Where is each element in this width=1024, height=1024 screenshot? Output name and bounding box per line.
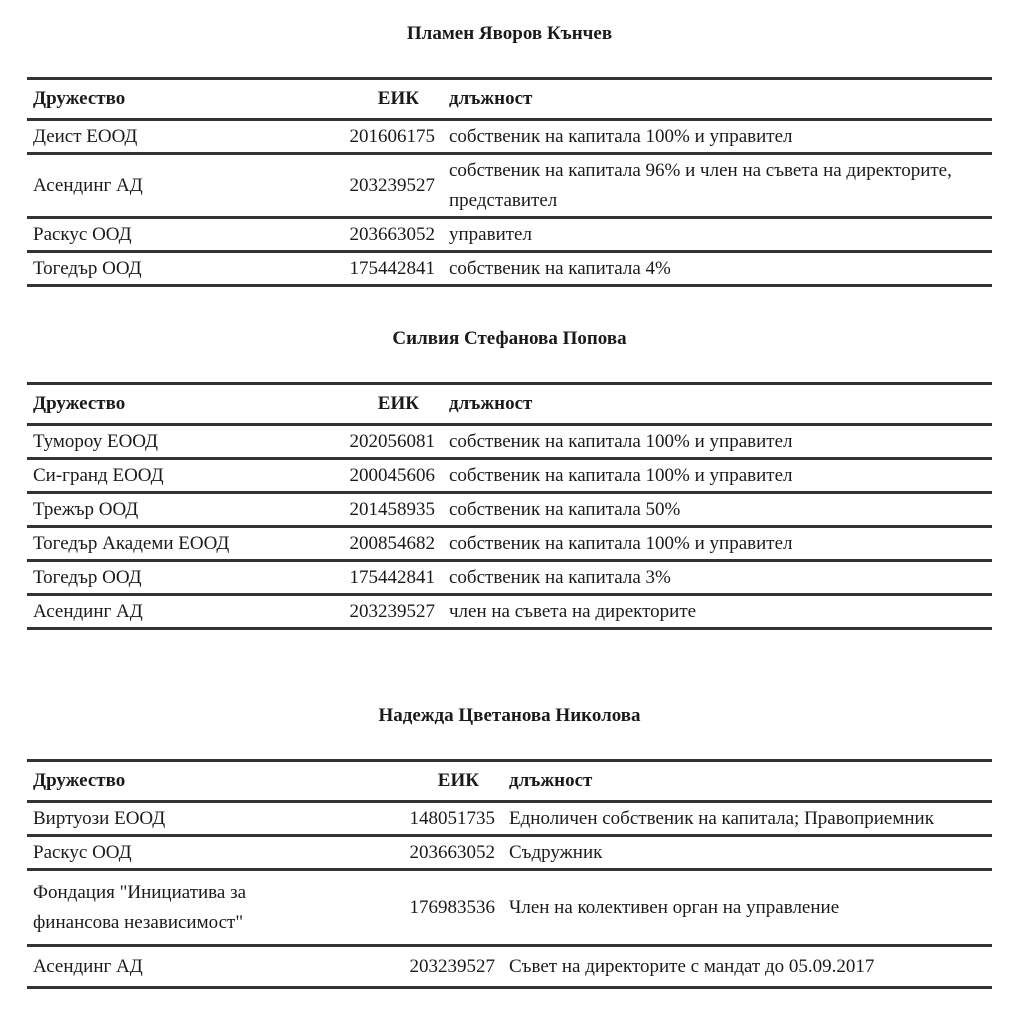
person-section: Силвия Стефанова Попова Дружество ЕИК длъжн…: [27, 327, 992, 630]
position-cell: собственик на капитала 100% и управител: [449, 119, 992, 155]
table-row: Асендинг АД 203239527 собственик на капита…: [27, 153, 992, 219]
position-cell: Съвет на директорите с мандат до 05.09.2…: [509, 945, 992, 989]
companies-table: Дружество ЕИК длъжност Деист ЕООД 201606175 с…: [27, 77, 992, 287]
table-row: Тогедър Академи ЕООД 200854682 собственик …: [27, 526, 992, 562]
eik-cell: 203239527: [293, 153, 449, 219]
table-row: Тогедър ООД 175442841 собственик на капита…: [27, 251, 992, 287]
eik-cell: 200854682: [293, 526, 449, 562]
eik-cell: 175442841: [293, 251, 449, 287]
eik-cell: 201606175: [293, 119, 449, 155]
eik-cell: 202056081: [293, 424, 449, 460]
column-header-position: длъжност: [449, 382, 992, 426]
table-row: Раскус ООД 203663052 управител: [27, 217, 992, 253]
position-cell: собственик на капитала 4%: [449, 251, 992, 287]
company-cell: Фондация "Инициатива за финансова незави…: [27, 869, 353, 947]
position-cell: собственик на капитала 3%: [449, 560, 992, 596]
company-cell: Асендинг АД: [27, 945, 353, 989]
companies-table: Дружество ЕИК длъжност Виртуози ЕООД 1480517…: [27, 759, 992, 989]
company-cell: Асендинг АД: [27, 594, 293, 630]
table-row: Деист ЕООД 201606175 собственик на капитал…: [27, 119, 992, 155]
company-cell: Тогедър ООД: [27, 251, 293, 287]
column-header-company: Дружество: [27, 759, 353, 803]
company-cell: Раскус ООД: [27, 835, 353, 871]
table-row: Тогедър ООД 175442841 собственик на капита…: [27, 560, 992, 596]
eik-cell: 175442841: [293, 560, 449, 596]
company-cell: Тогедър Академи ЕООД: [27, 526, 293, 562]
company-cell: Асендинг АД: [27, 153, 293, 219]
person-name: Силвия Стефанова Попова: [392, 328, 627, 349]
table-row: Виртуози ЕООД 148051735 Едноличен собствен…: [27, 801, 992, 837]
table-row: Тумороу ЕООД 202056081 собственик на капит…: [27, 424, 992, 460]
company-cell: Раскус ООД: [27, 217, 293, 253]
person-section: Надежда Цветанова Николова Дружество ЕИК дл…: [27, 704, 992, 989]
header-row: Дружество ЕИК длъжност: [27, 382, 992, 426]
table-row: Раскус ООД 203663052 Съдружник: [27, 835, 992, 871]
column-header-eik: ЕИК: [293, 382, 449, 426]
person-section: Пламен Яворов Кънчев Дружество ЕИК длъжност…: [27, 22, 992, 287]
column-header-company: Дружество: [27, 77, 293, 121]
position-cell: собственик на капитала 100% и управител: [449, 458, 992, 494]
eik-cell: 176983536: [353, 869, 509, 947]
company-cell: Тогедър ООД: [27, 560, 293, 596]
column-header-position: длъжност: [449, 77, 992, 121]
eik-cell: 203663052: [293, 217, 449, 253]
position-cell: Член на колективен орган на управление: [509, 869, 992, 947]
table-row: Асендинг АД 203239527 член на съвета на ди…: [27, 594, 992, 630]
header-row: Дружество ЕИК длъжност: [27, 759, 992, 803]
column-header-eik: ЕИК: [293, 77, 449, 121]
position-cell: собственик на капитала 96% и член на съв…: [449, 153, 992, 219]
person-name: Пламен Яворов Кънчев: [406, 23, 613, 44]
eik-cell: 200045606: [293, 458, 449, 494]
table-row: Трежър ООД 201458935 собственик на капитал…: [27, 492, 992, 528]
company-cell: Деист ЕООД: [27, 119, 293, 155]
table-row: Асендинг АД 203239527 Съвет на директорите…: [27, 945, 992, 989]
companies-table: Дружество ЕИК длъжност Тумороу ЕООД 20205608…: [27, 382, 992, 630]
position-cell: собственик на капитала 100% и управител: [449, 424, 992, 460]
table-row: Фондация "Инициатива за финансова незави…: [27, 869, 992, 947]
position-cell: Съдружник: [509, 835, 992, 871]
eik-cell: 203239527: [353, 945, 509, 989]
table-row: Си-гранд ЕООД 200045606 собственик на капи…: [27, 458, 992, 494]
person-name: Надежда Цветанова Николова: [378, 705, 641, 726]
position-cell: управител: [449, 217, 992, 253]
column-header-eik: ЕИК: [353, 759, 509, 803]
company-cell: Трежър ООД: [27, 492, 293, 528]
company-cell: Виртуози ЕООД: [27, 801, 353, 837]
eik-cell: 148051735: [353, 801, 509, 837]
position-cell: Едноличен собственик на капитала; Правоп…: [509, 801, 992, 837]
position-cell: собственик на капитала 50%: [449, 492, 992, 528]
eik-cell: 201458935: [293, 492, 449, 528]
column-header-company: Дружество: [27, 382, 293, 426]
eik-cell: 203663052: [353, 835, 509, 871]
column-header-position: длъжност: [509, 759, 992, 803]
position-cell: член на съвета на директорите: [449, 594, 992, 630]
eik-cell: 203239527: [293, 594, 449, 630]
company-cell: Тумороу ЕООД: [27, 424, 293, 460]
header-row: Дружество ЕИК длъжност: [27, 77, 992, 121]
company-cell: Си-гранд ЕООД: [27, 458, 293, 494]
position-cell: собственик на капитала 100% и управител: [449, 526, 992, 562]
